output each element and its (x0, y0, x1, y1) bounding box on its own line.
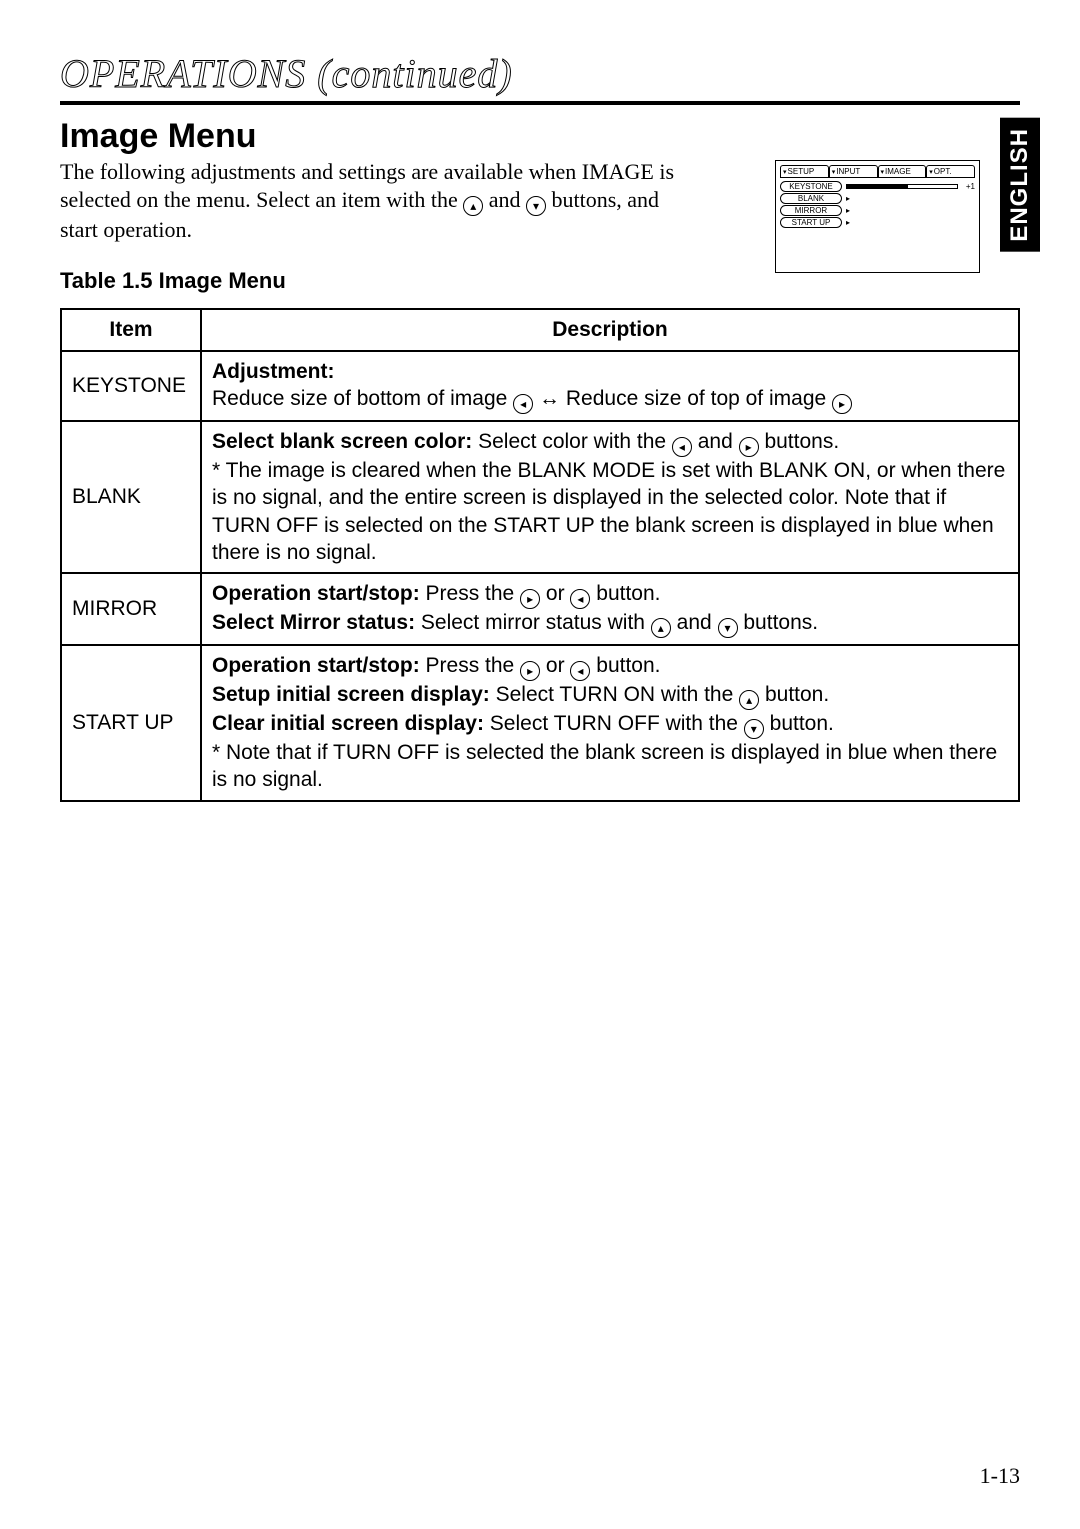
cell-item: BLANK (61, 421, 201, 573)
text: Reduce size of top of image (566, 387, 832, 410)
table-header-row: Item Description (61, 309, 1019, 350)
down-icon: ▾ (744, 719, 764, 739)
intro-text: The following adjustments and settings a… (60, 158, 700, 244)
image-menu-table: Item Description KEYSTONE Adjustment: Re… (60, 308, 1020, 801)
left-icon: ◂ (513, 394, 533, 414)
osd-bar (846, 184, 958, 189)
language-tab: ENGLISH (1000, 118, 1040, 252)
osd-bar-fill (847, 185, 908, 188)
lead: Adjustment: (212, 360, 335, 383)
intro-line2c: buttons, and (551, 187, 659, 212)
up-icon: ▴ (463, 196, 483, 216)
page: ENGLISH OPERATIONS (continued) Image Men… (0, 0, 1080, 1529)
text: or (546, 582, 571, 605)
osd-label: START UP (780, 217, 842, 228)
cell-desc: Operation start/stop: Press the ▸ or ◂ b… (201, 573, 1019, 645)
right-icon: ▸ (832, 394, 852, 414)
left-icon: ◂ (570, 589, 590, 609)
cell-item: KEYSTONE (61, 351, 201, 421)
section-title: Image Menu (60, 117, 1020, 156)
cell-desc: Adjustment: Reduce size of bottom of ima… (201, 351, 1019, 421)
text: buttons. (764, 430, 839, 453)
cell-item: MIRROR (61, 573, 201, 645)
intro-line1: The following adjustments and settings a… (60, 159, 674, 184)
right-icon: ▸ (520, 589, 540, 609)
osd-label: BLANK (780, 193, 842, 204)
right-icon: ▸ (520, 661, 540, 681)
osd-bar-wrap: +1 (846, 182, 975, 191)
arrow-right-icon: ▸ (846, 206, 850, 215)
intro-line3: start operation. (60, 217, 192, 242)
chapter-title: OPERATIONS (continued) (60, 50, 1020, 97)
text: * The image is cleared when the BLANK MO… (212, 459, 1005, 564)
osd-row-startup: START UP ▸ (780, 216, 975, 228)
intro-line2b: and (489, 187, 526, 212)
left-icon: ◂ (570, 661, 590, 681)
osd-row-blank: BLANK ▸ (780, 192, 975, 204)
osd-tab-setup: SETUP (780, 165, 829, 178)
cell-desc: Select blank screen color: Select color … (201, 421, 1019, 573)
osd-tab-opt: OPT. (926, 165, 975, 178)
up-icon: ▴ (651, 618, 671, 638)
arrow-right-icon: ▸ (846, 218, 850, 227)
text: buttons. (743, 611, 818, 634)
table-row: MIRROR Operation start/stop: Press the ▸… (61, 573, 1019, 645)
lead: Clear initial screen display: (212, 712, 484, 735)
text: button. (596, 654, 660, 677)
text: Select TURN ON with the (496, 683, 740, 706)
down-icon: ▾ (718, 618, 738, 638)
arrow-right-icon: ▸ (846, 194, 850, 203)
th-desc: Description (201, 309, 1019, 350)
osd-row-keystone: KEYSTONE +1 (780, 180, 975, 192)
osd-tabs: SETUP INPUT IMAGE OPT. (780, 165, 975, 178)
th-item: Item (61, 309, 201, 350)
osd-row-mirror: MIRROR ▸ (780, 204, 975, 216)
text: button. (596, 582, 660, 605)
table-row: BLANK Select blank screen color: Select … (61, 421, 1019, 573)
text: Select color with the (478, 430, 672, 453)
text: and (677, 611, 718, 634)
text: Reduce size of bottom of image (212, 387, 513, 410)
text: button. (770, 712, 834, 735)
osd-preview: SETUP INPUT IMAGE OPT. KEYSTONE +1 BLANK… (775, 160, 980, 273)
cell-item: START UP (61, 645, 201, 801)
text: Select TURN OFF with the (490, 712, 744, 735)
text: Press the (426, 582, 521, 605)
text: Press the (426, 654, 521, 677)
lead: Select Mirror status: (212, 611, 415, 634)
lead: Operation start/stop: (212, 654, 420, 677)
text: * Note that if TURN OFF is selected the … (212, 741, 997, 791)
text: or (546, 654, 571, 677)
lead: Setup initial screen display: (212, 683, 490, 706)
page-number: 1-13 (980, 1463, 1020, 1489)
osd-items: KEYSTONE +1 BLANK ▸ MIRROR ▸ START UP ▸ (780, 180, 975, 228)
left-icon: ◂ (672, 437, 692, 457)
right-icon: ▸ (739, 437, 759, 457)
intro-line2a: selected on the menu. Select an item wit… (60, 187, 463, 212)
osd-label: KEYSTONE (780, 181, 842, 192)
darrow: ↔ (539, 387, 560, 410)
text: and (698, 430, 739, 453)
table-row: START UP Operation start/stop: Press the… (61, 645, 1019, 801)
osd-tab-image: IMAGE (878, 165, 927, 178)
osd-tab-input: INPUT (829, 165, 878, 178)
down-icon: ▾ (526, 196, 546, 216)
text: button. (765, 683, 829, 706)
cell-desc: Operation start/stop: Press the ▸ or ◂ b… (201, 645, 1019, 801)
divider (60, 101, 1020, 105)
lead: Operation start/stop: (212, 582, 420, 605)
text: Select mirror status with (421, 611, 651, 634)
osd-value: +1 (961, 182, 975, 191)
up-icon: ▴ (739, 690, 759, 710)
osd-label: MIRROR (780, 205, 842, 216)
table-row: KEYSTONE Adjustment: Reduce size of bott… (61, 351, 1019, 421)
lead: Select blank screen color: (212, 430, 472, 453)
